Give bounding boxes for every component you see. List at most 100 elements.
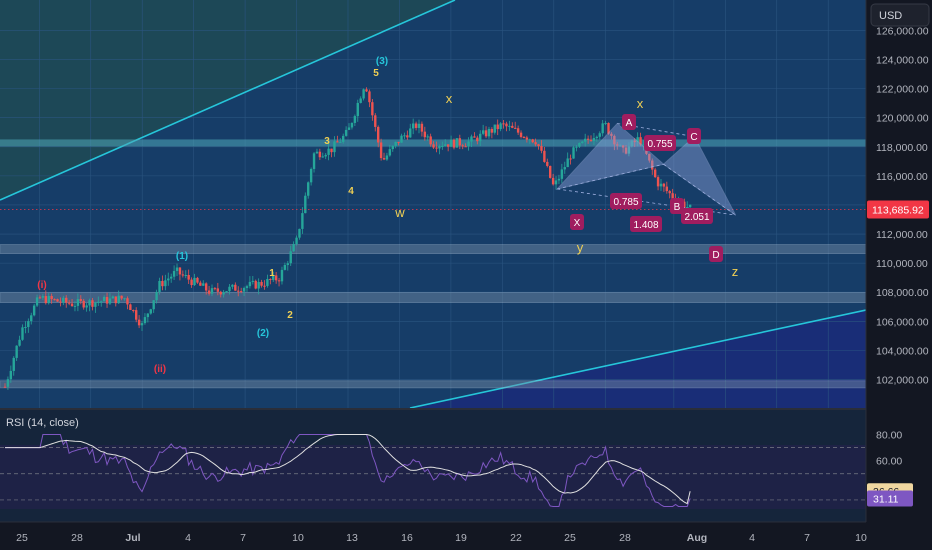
harmonic-pattern[interactable]: X A B C D 0.785 0.755 1.408 2.051 [555,114,737,262]
candle-body[interactable] [134,310,138,320]
candle-body[interactable] [525,137,529,140]
lower-trendline[interactable] [409,309,866,408]
candle-body[interactable] [172,270,176,277]
candle-body[interactable] [385,155,389,160]
candle-body[interactable] [458,138,462,146]
candle-body[interactable] [155,292,158,301]
candle-body[interactable] [496,124,499,130]
candle-body[interactable] [636,137,639,143]
candle-body[interactable] [595,136,599,139]
candle-body[interactable] [639,137,642,145]
harmonic-ratio-box[interactable] [610,193,642,209]
support-zone-lower[interactable] [0,292,866,303]
candle-body[interactable] [242,288,246,292]
wave-label[interactable]: (3) [376,56,388,67]
candle-body[interactable] [9,370,13,380]
candle-body[interactable] [598,133,601,137]
candle-body[interactable] [540,145,543,151]
candle-body[interactable] [266,278,269,286]
candle-body[interactable] [601,123,604,134]
candle-body[interactable] [484,130,488,137]
candle-body[interactable] [686,207,689,209]
candle-body[interactable] [359,98,362,103]
candle-body[interactable] [341,135,345,142]
candle-body[interactable] [592,138,596,141]
wave-label[interactable]: x [446,91,453,106]
candle-body[interactable] [286,263,290,265]
harmonic-point-a[interactable] [622,114,636,130]
candle-body[interactable] [581,141,584,143]
candle-body[interactable] [129,304,132,311]
candle-body[interactable] [225,291,228,293]
candle-body[interactable] [132,310,135,312]
candle-body[interactable] [184,274,187,276]
candle-body[interactable] [204,283,208,291]
candle-body[interactable] [618,145,622,147]
candle-body[interactable] [616,144,619,146]
candle-body[interactable] [624,147,628,154]
wave-label[interactable]: 5 [373,68,379,79]
candle-body[interactable] [117,295,120,304]
rsi-title[interactable]: RSI (14, close) [6,417,79,429]
candle-body[interactable] [38,297,42,299]
candle-body[interactable] [76,299,80,306]
wave-label[interactable]: 2 [287,310,293,321]
candle-body[interactable] [298,228,301,238]
candle-body[interactable] [149,309,152,314]
candle-body[interactable] [388,149,392,156]
wave-label[interactable]: (i) [37,280,46,291]
wave-label[interactable]: (ii) [154,364,166,375]
candle-body[interactable] [651,160,654,170]
candle-body[interactable] [470,136,473,142]
candle-body[interactable] [199,282,202,286]
candle-body[interactable] [196,277,199,283]
candle-body[interactable] [167,278,170,281]
candle-body[interactable] [137,319,141,326]
harmonic-point-x[interactable] [570,214,584,230]
candle-body[interactable] [321,156,324,158]
currency-selector[interactable]: USD [870,3,930,27]
candle-body[interactable] [318,151,322,158]
candle-body[interactable] [621,145,625,148]
candle-body[interactable] [476,137,479,142]
candle-body[interactable] [283,264,287,270]
candle-body[interactable] [327,148,330,155]
candle-body[interactable] [505,123,508,127]
candle-body[interactable] [207,290,211,294]
candle-body[interactable] [324,154,327,157]
candle-body[interactable] [120,295,123,299]
candle-body[interactable] [164,280,167,287]
candle-body[interactable] [543,150,546,162]
candle-body[interactable] [613,135,616,145]
candle-body[interactable] [62,297,65,303]
candle-body[interactable] [426,136,429,138]
candle-body[interactable] [269,278,272,280]
candle-body[interactable] [365,89,368,92]
candle-body[interactable] [659,183,663,187]
candle-body[interactable] [409,128,412,138]
candle-body[interactable] [263,285,266,287]
candle-body[interactable] [379,142,383,159]
candle-body[interactable] [339,141,342,143]
candle-body[interactable] [257,281,260,289]
wave-labels[interactable]: (i) (ii) (1) (2) (3) 1 2 3 4 5 w x y x z [37,56,738,375]
candle-body[interactable] [181,274,185,276]
candle-body[interactable] [566,158,569,168]
wave-label[interactable]: x [637,96,644,111]
candle-body[interactable] [289,251,292,264]
candle-body[interactable] [18,339,21,346]
candle-body[interactable] [630,140,634,147]
candle-body[interactable] [158,280,161,293]
candle-body[interactable] [67,302,71,304]
candle-body[interactable] [382,158,386,160]
candle-body[interactable] [213,288,217,290]
candle-body[interactable] [511,125,514,128]
candle-body[interactable] [3,386,7,388]
candle-body[interactable] [350,122,354,128]
candle-body[interactable] [24,327,27,329]
candle-body[interactable] [560,169,564,179]
candle-body[interactable] [152,300,155,310]
candle-body[interactable] [219,291,222,295]
candle-body[interactable] [683,201,686,208]
candle-body[interactable] [222,292,225,295]
